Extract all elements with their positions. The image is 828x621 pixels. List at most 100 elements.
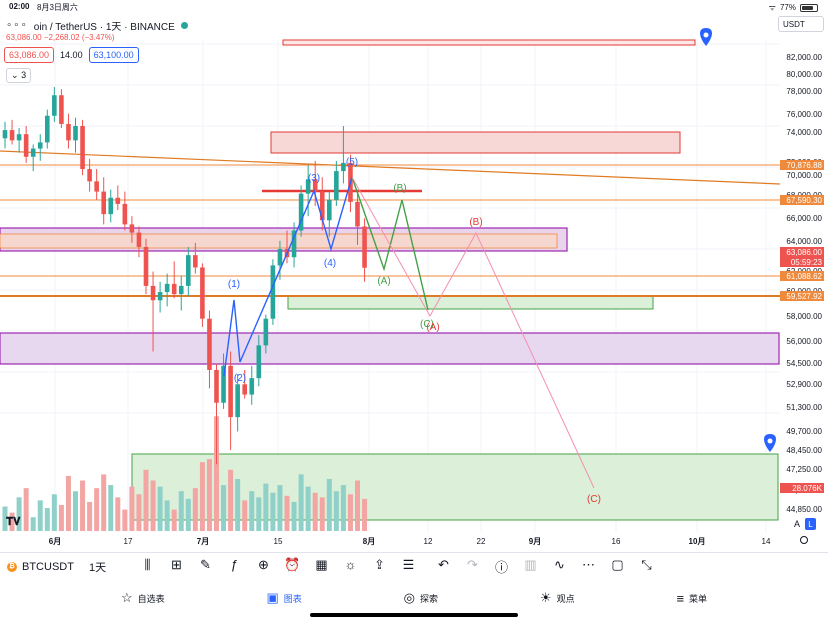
indicators-toggle-button[interactable]: ⌄ 3 xyxy=(6,68,32,83)
price-axis-tick: 49,700.00 xyxy=(786,427,822,436)
compass-icon: ◎ xyxy=(403,590,416,605)
chart-area[interactable]: (1) (2) (3) (4) (5) (A) (B) (C) (A) (B) (C) 82,000.… xyxy=(0,2,828,552)
volume-bar xyxy=(150,480,156,531)
price-axis-tick: 66,000.00 xyxy=(786,214,822,223)
candle-body xyxy=(59,95,64,124)
volume-bar xyxy=(249,491,255,531)
buy-price-button[interactable]: 63,100.00 xyxy=(88,47,139,63)
support-zone xyxy=(287,295,654,310)
purple-zone-low xyxy=(0,332,780,365)
volume-bar xyxy=(214,416,219,531)
price-label-bg xyxy=(780,247,824,257)
settings-icon xyxy=(800,536,808,544)
tab-bar: ☆ 自选表 ▣ 图表 ◎ 探索 ☀ 观点 ≡ 菜单 xyxy=(0,584,828,612)
alert-icon[interactable]: ⏰ xyxy=(284,557,301,572)
symbol-legend[interactable]: ∘∘∘ oin / TetherUS · 1天 · BINANCE xyxy=(6,18,188,33)
wave-label-green: (C) xyxy=(420,319,434,330)
symbol-selector[interactable]: ₿ BTCUSDT 1天 xyxy=(7,559,127,575)
candle-body xyxy=(101,191,106,215)
volume-bar xyxy=(87,501,93,531)
price-axis-tick: 64,000.00 xyxy=(786,237,822,246)
volume-bar xyxy=(178,491,184,531)
tab-bulb[interactable]: ☀ 观点 xyxy=(540,590,575,606)
volume-bar xyxy=(157,486,163,531)
info-icon[interactable]: ⓘ xyxy=(494,560,508,575)
undo-icon[interactable]: ↶ xyxy=(438,557,449,572)
candle-body xyxy=(52,95,57,116)
tab-star[interactable]: ☆ 自选表 xyxy=(121,590,165,606)
candle-body xyxy=(298,193,304,231)
notes-icon[interactable]: ☰ xyxy=(402,557,415,572)
candles-icon[interactable]: ⫼ xyxy=(144,557,151,572)
map-pin-dot xyxy=(767,438,773,444)
tab-label: 自选表 xyxy=(137,593,165,604)
trend-line xyxy=(0,150,781,185)
wave-label-green: (A) xyxy=(377,276,390,287)
templates-icon[interactable]: ▦ xyxy=(315,557,328,572)
replay-icon[interactable]: ▥ xyxy=(524,557,537,572)
more-icon[interactable]: ⋯ xyxy=(582,557,595,572)
volume-bar xyxy=(44,508,50,531)
volume-bar xyxy=(340,485,346,531)
currency-select[interactable]: USDT xyxy=(778,16,824,32)
candle-body xyxy=(341,162,346,172)
volume-bar xyxy=(206,459,212,531)
redo-icon[interactable]: ↷ xyxy=(467,557,478,572)
candle-body xyxy=(73,126,78,141)
fullscreen-icon[interactable]: ⤡ xyxy=(641,557,652,572)
tab-label: 探索 xyxy=(420,593,439,604)
candle-body xyxy=(235,384,240,418)
candle-body xyxy=(115,197,121,204)
indicators-icon[interactable]: ƒ xyxy=(230,557,239,572)
price-axis-tick: 74,000.00 xyxy=(786,128,822,137)
legend-menu-icon[interactable]: ∘∘∘ xyxy=(6,20,28,31)
price-label-bg xyxy=(780,483,824,493)
tab-compass[interactable]: ◎ 探索 xyxy=(404,590,438,606)
price-chart[interactable]: (1)(2)(3)(4)(5)(A)(B)(C)(A)(B)(C)82,000.… xyxy=(0,2,828,552)
candle-body xyxy=(277,249,283,266)
time-axis-tick: 16 xyxy=(612,537,621,546)
price-axis-tick: 47,250.00 xyxy=(786,465,822,474)
add-icon[interactable]: ⊕ xyxy=(258,557,269,572)
status-date: 8月3日周六 xyxy=(37,3,78,12)
volume-bar xyxy=(256,497,262,531)
draw-icon[interactable]: ✎ xyxy=(200,557,211,572)
volume-bar xyxy=(270,492,276,531)
candle-body xyxy=(207,318,212,370)
volume-bar xyxy=(355,480,360,531)
price-axis-tick: 70,000.00 xyxy=(786,171,822,180)
square-icon[interactable]: ▢ xyxy=(611,557,624,572)
tab-chart[interactable]: ▣ 图表 xyxy=(266,590,301,606)
currency-label: USDT xyxy=(783,20,805,29)
interval-button[interactable]: 1天 xyxy=(88,561,107,574)
volume-bar xyxy=(80,480,86,531)
price-label: 61,088.62 xyxy=(786,272,822,281)
volume-bar xyxy=(171,509,177,531)
symbol-name: BTCUSDT xyxy=(22,560,74,573)
resistance-zone xyxy=(270,131,681,154)
ideas-icon[interactable]: ☼ xyxy=(344,557,357,572)
volume-bar xyxy=(235,478,241,531)
candle-body xyxy=(193,255,198,268)
wave-label-blue: (4) xyxy=(324,258,336,269)
volume-bar xyxy=(23,488,29,531)
time-axis-tick: 8月 xyxy=(363,537,375,546)
candle-body xyxy=(270,265,276,319)
trend-icon[interactable]: ∿ xyxy=(554,557,565,572)
volume-bar xyxy=(284,495,290,531)
volume-bar xyxy=(305,486,311,531)
sell-price-button[interactable]: 63,086.00 xyxy=(4,47,55,63)
candle-body xyxy=(312,179,318,192)
price-axis-tick: 78,000.00 xyxy=(786,87,822,96)
time-axis-tick: 14 xyxy=(762,537,771,546)
menu-icon: ≡ xyxy=(676,590,685,606)
price-label-bg xyxy=(780,257,824,267)
candle-body xyxy=(228,365,233,418)
tab-label: 菜单 xyxy=(689,593,708,604)
candle-body xyxy=(256,345,262,379)
candle-body xyxy=(362,226,367,268)
candle-body xyxy=(150,285,156,301)
compare-icon[interactable]: ⊞ xyxy=(171,557,182,572)
share-icon[interactable]: ⇪ xyxy=(374,557,385,572)
tab-menu[interactable]: ≡ 菜单 xyxy=(676,591,707,606)
